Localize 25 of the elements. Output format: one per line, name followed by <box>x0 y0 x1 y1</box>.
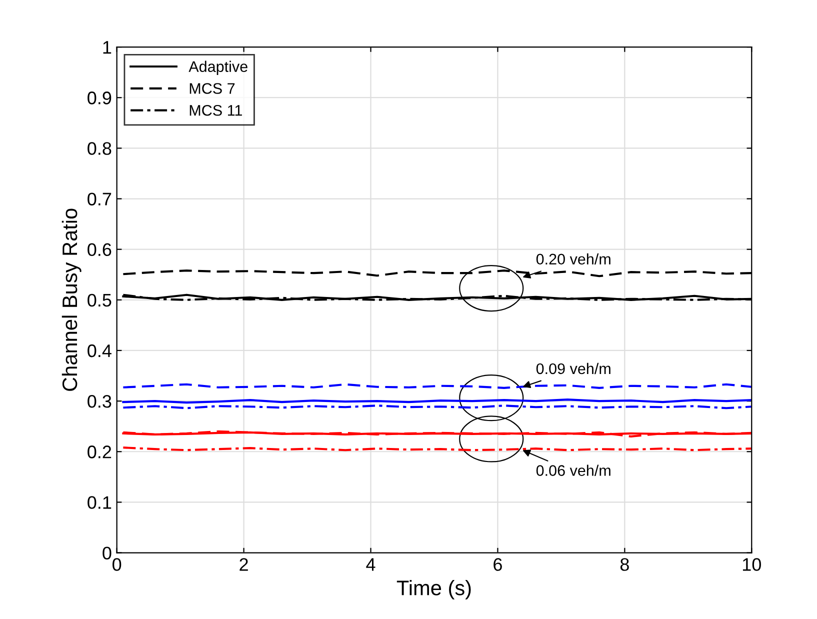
y-axis-title: Channel Busy Ratio <box>62 208 82 391</box>
annotation: 0.20 veh/m <box>536 253 610 265</box>
legend-label: MCS 11 <box>190 104 242 116</box>
x-tick-label: 8 <box>620 558 629 571</box>
y-tick-label: 0.3 <box>88 394 112 408</box>
y-tick-label: 0.2 <box>88 446 112 458</box>
annotation: 0.06 veh/m <box>536 464 610 476</box>
x-tick-label: 2 <box>240 558 248 571</box>
legend-label: MCS 7 <box>190 83 235 94</box>
y-tick-label: 0.1 <box>88 496 112 509</box>
y-tick-label: 0.8 <box>88 142 112 155</box>
y-tick-label: 0.7 <box>88 192 112 206</box>
legend-label: Adaptive <box>188 60 248 76</box>
x-axis-title: Time (s) <box>396 580 471 600</box>
annotation: 0.09 veh/m <box>536 362 610 374</box>
x-tick-label: 0 <box>112 558 122 571</box>
y-tick-label: 0.9 <box>88 92 112 104</box>
y-tick-label: 0.4 <box>88 344 112 358</box>
x-tick-label: 4 <box>366 558 376 571</box>
y-tick-label: 0.5 <box>88 294 112 307</box>
x-tick-label: 10 <box>742 558 761 571</box>
y-tick-label: 1 <box>103 41 112 54</box>
y-tick-label: 0.6 <box>88 243 112 256</box>
x-tick-label: 6 <box>494 558 502 571</box>
y-tick-label: 0 <box>102 546 112 560</box>
